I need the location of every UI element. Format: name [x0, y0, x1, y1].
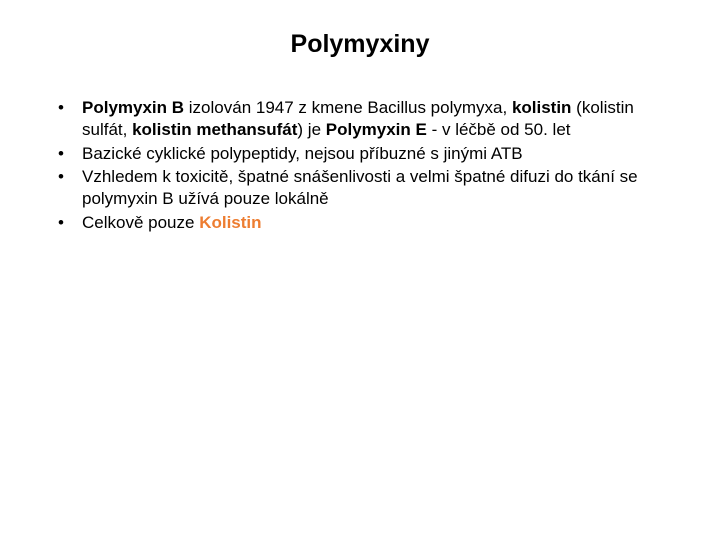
text-segment: Kolistin	[199, 213, 261, 232]
text-segment: Polymyxin B	[82, 98, 184, 117]
text-segment: kolistin	[512, 98, 572, 117]
bullet-list: Polymyxin B izolován 1947 z kmene Bacill…	[48, 97, 672, 234]
text-segment: izolován 1947 z kmene Bacillus polymyxa,	[184, 98, 512, 117]
text-segment: Celkově pouze	[82, 213, 199, 232]
slide-title: Polymyxiny	[48, 30, 672, 59]
list-item: Vzhledem k toxicitě, špatné snášenlivost…	[48, 166, 672, 210]
list-item: Polymyxin B izolován 1947 z kmene Bacill…	[48, 97, 672, 141]
text-segment: - v léčbě od 50. let	[427, 120, 571, 139]
text-segment: Vzhledem k toxicitě, špatné snášenlivost…	[82, 167, 638, 208]
list-item: Bazické cyklické polypeptidy, nejsou pří…	[48, 143, 672, 165]
text-segment: kolistin methansufát	[132, 120, 297, 139]
text-segment: Bazické cyklické polypeptidy, nejsou pří…	[82, 144, 523, 163]
list-item: Celkově pouze Kolistin	[48, 212, 672, 234]
text-segment: ) je	[297, 120, 325, 139]
text-segment: Polymyxin E	[326, 120, 427, 139]
slide: Polymyxiny Polymyxin B izolován 1947 z k…	[0, 0, 720, 540]
